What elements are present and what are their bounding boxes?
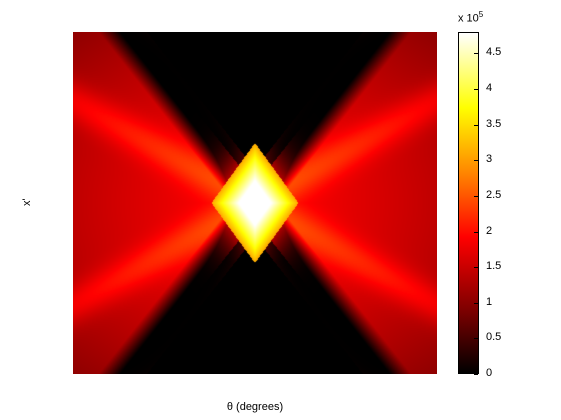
colorbar-tick-mark bbox=[474, 338, 478, 340]
colorbar-tick-label: 0.5 bbox=[486, 331, 502, 344]
colorbar bbox=[458, 32, 479, 374]
colorbar-tick-label: 4 bbox=[486, 82, 493, 94]
colorbar-tick-mark bbox=[474, 124, 478, 126]
colorbar-tick-label: 4.5 bbox=[486, 46, 502, 59]
colorbar-tick-label: 3.5 bbox=[486, 117, 502, 130]
colorbar-tick-label: 1.5 bbox=[486, 260, 502, 273]
y-axis-label: x' bbox=[21, 198, 33, 206]
heatmap-image bbox=[73, 32, 437, 374]
colorbar-exponent-base: x 10 bbox=[458, 12, 479, 25]
colorbar-tick-label: 2 bbox=[486, 224, 493, 237]
colorbar-exponent: x 105 bbox=[458, 10, 483, 25]
colorbar-tick-mark bbox=[474, 302, 478, 304]
x-axis-label: θ (degrees) bbox=[226, 401, 284, 413]
colorbar-tick-mark bbox=[474, 89, 478, 90]
colorbar-tick-label: 1 bbox=[486, 295, 493, 308]
colorbar-tick-mark bbox=[474, 160, 478, 162]
colorbar-tick-label: 3 bbox=[486, 153, 493, 166]
colorbar-tick-mark bbox=[474, 267, 478, 269]
heatmap-plot-area bbox=[73, 32, 437, 374]
colorbar-tick-label: 0 bbox=[486, 367, 493, 379]
colorbar-tick-mark bbox=[474, 195, 478, 197]
colorbar-ticks: 0 0.5 1 1.5 2 2.5 3 3.5 4 4.5 bbox=[474, 32, 539, 379]
colorbar-tick-mark bbox=[474, 231, 478, 233]
colorbar-tick-mark bbox=[474, 374, 478, 375]
colorbar-tick-label: 2.5 bbox=[486, 188, 502, 201]
colorbar-exponent-power: 5 bbox=[478, 10, 484, 19]
colorbar-tick-mark bbox=[474, 53, 478, 55]
